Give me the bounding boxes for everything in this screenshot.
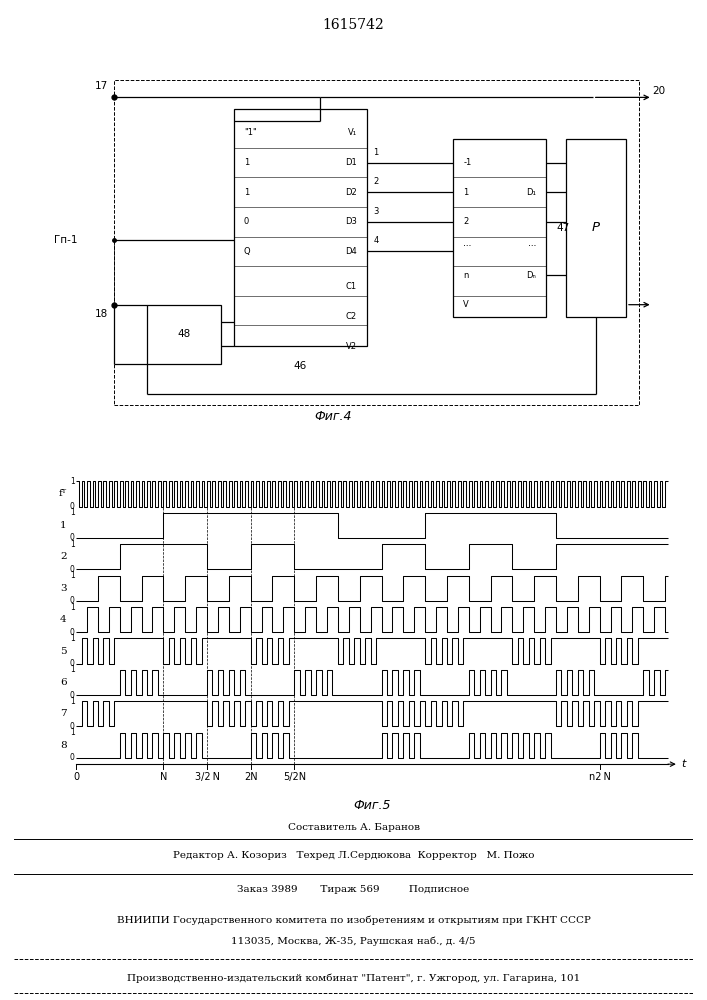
Text: 1: 1 — [70, 508, 75, 517]
Text: -1: -1 — [463, 158, 472, 167]
Text: Q: Q — [244, 247, 250, 256]
Text: 1: 1 — [463, 188, 469, 197]
Text: 113035, Москва, Ж-35, Раушская наб., д. 4/5: 113035, Москва, Ж-35, Раушская наб., д. … — [231, 936, 476, 946]
Bar — [453, 139, 547, 317]
Text: t: t — [682, 759, 686, 769]
Text: 0: 0 — [70, 753, 75, 762]
Text: 3/2 N: 3/2 N — [194, 772, 220, 782]
Text: n: n — [463, 271, 469, 280]
Text: Составитель А. Баранов: Составитель А. Баранов — [288, 823, 419, 832]
Text: 1: 1 — [70, 728, 75, 737]
Text: V: V — [463, 300, 469, 309]
Text: 0: 0 — [70, 565, 75, 574]
Text: V2: V2 — [346, 342, 357, 351]
Text: 8: 8 — [60, 741, 66, 750]
Text: 3: 3 — [60, 584, 66, 593]
Text: 0: 0 — [70, 659, 75, 668]
Text: N: N — [160, 772, 167, 782]
Text: D4: D4 — [345, 247, 357, 256]
Text: D2: D2 — [345, 188, 357, 197]
Text: 0: 0 — [70, 502, 75, 511]
Text: 2: 2 — [60, 552, 66, 561]
Text: 1: 1 — [60, 521, 66, 530]
Text: 1: 1 — [70, 665, 75, 674]
Text: 1: 1 — [70, 634, 75, 643]
Text: Фиг.5: Фиг.5 — [354, 799, 391, 812]
Text: 2N: 2N — [244, 772, 257, 782]
Text: C2: C2 — [346, 312, 357, 321]
Bar — [234, 109, 367, 346]
Text: 5: 5 — [60, 647, 66, 656]
Text: C1: C1 — [346, 282, 357, 291]
Text: fᵀ: fᵀ — [59, 489, 66, 498]
Text: 4: 4 — [373, 236, 379, 245]
Text: D1: D1 — [345, 158, 357, 167]
Text: 0: 0 — [70, 722, 75, 731]
Text: Фиг.4: Фиг.4 — [315, 410, 352, 423]
Bar — [148, 305, 221, 364]
Text: 17: 17 — [94, 81, 107, 91]
Text: 7: 7 — [60, 709, 66, 718]
Text: ВНИИПИ Государственного комитета по изобретениям и открытиям при ГКНТ СССР: ВНИИПИ Государственного комитета по изоб… — [117, 916, 590, 925]
Text: 1: 1 — [70, 697, 75, 706]
Text: 0: 0 — [244, 217, 249, 226]
Text: ⋯: ⋯ — [528, 241, 537, 250]
Text: Производственно-издательский комбинат "Патент", г. Ужгород, ул. Гагарина, 101: Производственно-издательский комбинат "П… — [127, 973, 580, 983]
Text: 1: 1 — [70, 603, 75, 612]
Text: 0: 0 — [73, 772, 79, 782]
Text: 4: 4 — [60, 615, 66, 624]
Bar — [566, 139, 626, 317]
Text: D₁: D₁ — [527, 188, 537, 197]
Text: 46: 46 — [293, 361, 307, 371]
Text: 47: 47 — [556, 223, 569, 233]
Bar — [115, 80, 639, 405]
Text: n2 N: n2 N — [589, 772, 611, 782]
Text: 1: 1 — [244, 158, 249, 167]
Text: 2: 2 — [373, 177, 379, 186]
Text: 5/2N: 5/2N — [283, 772, 306, 782]
Text: 1: 1 — [373, 148, 379, 157]
Text: 20: 20 — [653, 86, 666, 96]
Text: 1615742: 1615742 — [322, 18, 385, 32]
Text: Гп-1: Гп-1 — [54, 235, 78, 245]
Text: 3: 3 — [373, 207, 379, 216]
Text: 0: 0 — [70, 691, 75, 700]
Text: Заказ 3989       Тираж 569         Подписное: Заказ 3989 Тираж 569 Подписное — [238, 884, 469, 894]
Text: 18: 18 — [94, 309, 107, 319]
Text: P: P — [592, 221, 600, 234]
Text: 1: 1 — [70, 540, 75, 549]
Text: 1: 1 — [70, 477, 75, 486]
Text: Редактор А. Козориз   Техред Л.Сердюкова  Корректор   М. Пожо: Редактор А. Козориз Техред Л.Сердюкова К… — [173, 851, 534, 860]
Text: Dₙ: Dₙ — [527, 271, 537, 280]
Text: 0: 0 — [70, 596, 75, 605]
Text: 48: 48 — [177, 329, 191, 339]
Text: D3: D3 — [345, 217, 357, 226]
Text: 1: 1 — [70, 571, 75, 580]
Text: ⋯: ⋯ — [463, 241, 472, 250]
Text: 0: 0 — [70, 628, 75, 637]
Text: V₁: V₁ — [348, 128, 357, 137]
Text: 6: 6 — [60, 678, 66, 687]
Text: 2: 2 — [463, 217, 469, 226]
Text: 1: 1 — [244, 188, 249, 197]
Text: "1": "1" — [244, 128, 257, 137]
Text: 0: 0 — [70, 533, 75, 542]
